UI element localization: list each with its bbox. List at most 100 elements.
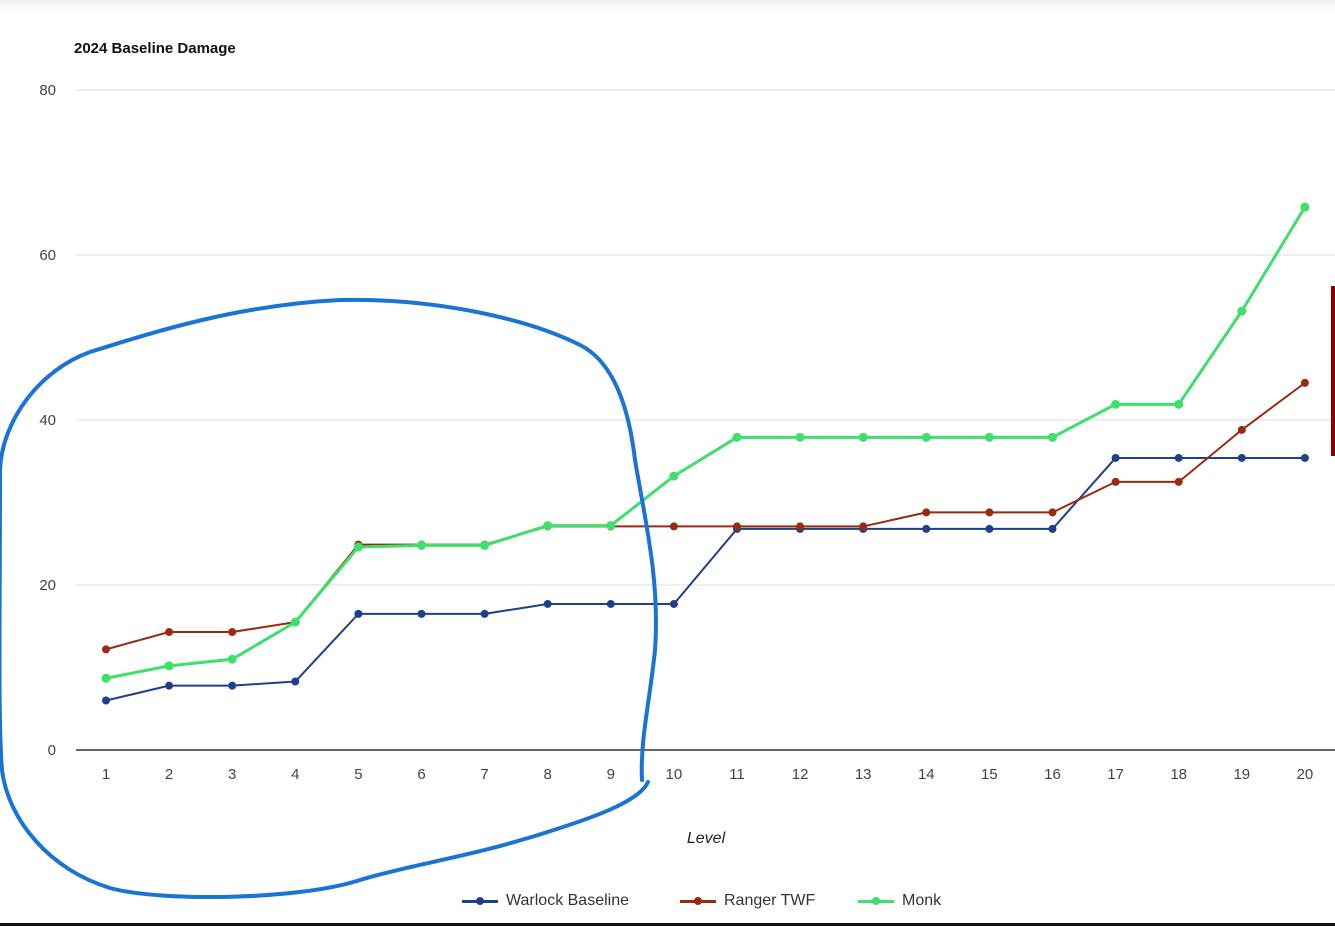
- data-point: [984, 432, 994, 442]
- edge-marker: [1331, 286, 1335, 456]
- data-point: [669, 599, 678, 608]
- data-point: [1111, 399, 1121, 409]
- legend-item: Monk: [858, 888, 941, 914]
- data-point: [985, 524, 994, 533]
- legend-item: Warlock Baseline: [462, 888, 629, 914]
- data-point: [922, 524, 931, 533]
- legend-swatch: [680, 888, 716, 914]
- series-warlock-baseline: [102, 453, 1309, 705]
- data-point: [228, 628, 237, 637]
- data-point: [354, 609, 363, 618]
- data-point: [102, 696, 110, 705]
- data-point: [353, 542, 363, 552]
- data-point: [606, 521, 616, 531]
- x-tick-label: 17: [1107, 766, 1124, 783]
- data-point: [1048, 432, 1057, 442]
- data-point: [858, 432, 868, 442]
- x-tick-label: 1: [102, 766, 110, 783]
- data-point: [290, 617, 300, 627]
- data-point: [480, 609, 489, 618]
- data-point: [921, 432, 931, 442]
- data-point: [733, 522, 741, 531]
- x-tick-label: 16: [1044, 766, 1061, 783]
- data-point: [543, 521, 553, 531]
- x-tick-label: 4: [291, 766, 299, 783]
- x-tick-label: 18: [1170, 766, 1187, 783]
- x-tick-label: 20: [1297, 766, 1314, 783]
- data-point: [1174, 399, 1184, 409]
- data-point: [543, 599, 552, 608]
- x-tick-label: 19: [1233, 766, 1250, 783]
- data-point: [227, 654, 237, 664]
- x-tick-label: 5: [354, 766, 362, 783]
- data-point: [669, 522, 678, 531]
- series-line: [105, 456, 1305, 702]
- legend-swatch: [858, 888, 894, 914]
- x-tick-label: 9: [607, 766, 615, 783]
- data-point: [228, 681, 237, 690]
- y-tick-label: 20: [39, 577, 56, 594]
- data-point: [291, 677, 300, 686]
- x-axis-title: Level: [687, 830, 726, 847]
- data-point: [1048, 524, 1057, 533]
- data-point: [1174, 477, 1183, 486]
- data-point: [1237, 306, 1247, 316]
- x-tick-label: 11: [729, 766, 745, 783]
- x-tick-label: 12: [792, 766, 809, 783]
- x-tick-label: 14: [918, 766, 935, 783]
- data-point: [795, 432, 805, 442]
- legend-swatch: [462, 888, 498, 914]
- annotation: [0, 297, 658, 900]
- data-point: [165, 681, 174, 690]
- x-tick-label: 8: [544, 766, 552, 783]
- y-tick-label: 80: [39, 82, 56, 99]
- data-point: [165, 628, 174, 637]
- data-point: [1111, 453, 1120, 462]
- data-point: [417, 609, 426, 618]
- data-point: [1174, 453, 1183, 462]
- data-point: [480, 540, 490, 550]
- x-tick-label: 10: [666, 766, 683, 783]
- data-point: [1111, 477, 1120, 486]
- data-point: [1237, 425, 1246, 434]
- data-point: [1300, 378, 1309, 387]
- chart-title: 2024 Baseline Damage: [74, 40, 236, 57]
- hand-drawn-loop: [0, 297, 658, 900]
- data-point: [1300, 202, 1310, 212]
- x-tick-label: 3: [228, 766, 236, 783]
- data-point: [669, 471, 679, 481]
- data-point: [417, 540, 426, 550]
- y-tick-label: 60: [39, 247, 56, 264]
- data-point: [1300, 453, 1309, 462]
- x-tick-label: 13: [855, 766, 872, 783]
- data-point: [606, 599, 615, 608]
- data-point: [732, 432, 742, 442]
- x-tick-label: 7: [480, 766, 488, 783]
- data-point: [164, 661, 174, 671]
- data-point: [1237, 453, 1246, 462]
- legend-item: Ranger TWF: [680, 888, 815, 914]
- y-tick-label: 0: [48, 742, 56, 759]
- series-line: [105, 382, 1306, 651]
- legend-label: Warlock Baseline: [506, 892, 630, 909]
- series: [101, 202, 1310, 705]
- series-line: [105, 206, 1307, 680]
- data-point: [985, 508, 994, 517]
- legend-label: Monk: [902, 892, 942, 909]
- x-tick-label: 2: [165, 766, 173, 783]
- x-tick-label: 15: [981, 766, 998, 783]
- x-tick-label: 6: [417, 766, 425, 783]
- y-tick-label: 40: [39, 412, 56, 429]
- series-monk: [101, 202, 1310, 683]
- data-point: [796, 522, 805, 531]
- legend: Warlock Baseline Ranger TWF Monk: [0, 888, 1335, 914]
- legend-label: Ranger TWF: [724, 892, 816, 909]
- gridlines: [76, 89, 1335, 751]
- data-point: [922, 508, 931, 517]
- data-point: [859, 522, 868, 531]
- data-point: [101, 673, 111, 683]
- data-point: [102, 645, 110, 654]
